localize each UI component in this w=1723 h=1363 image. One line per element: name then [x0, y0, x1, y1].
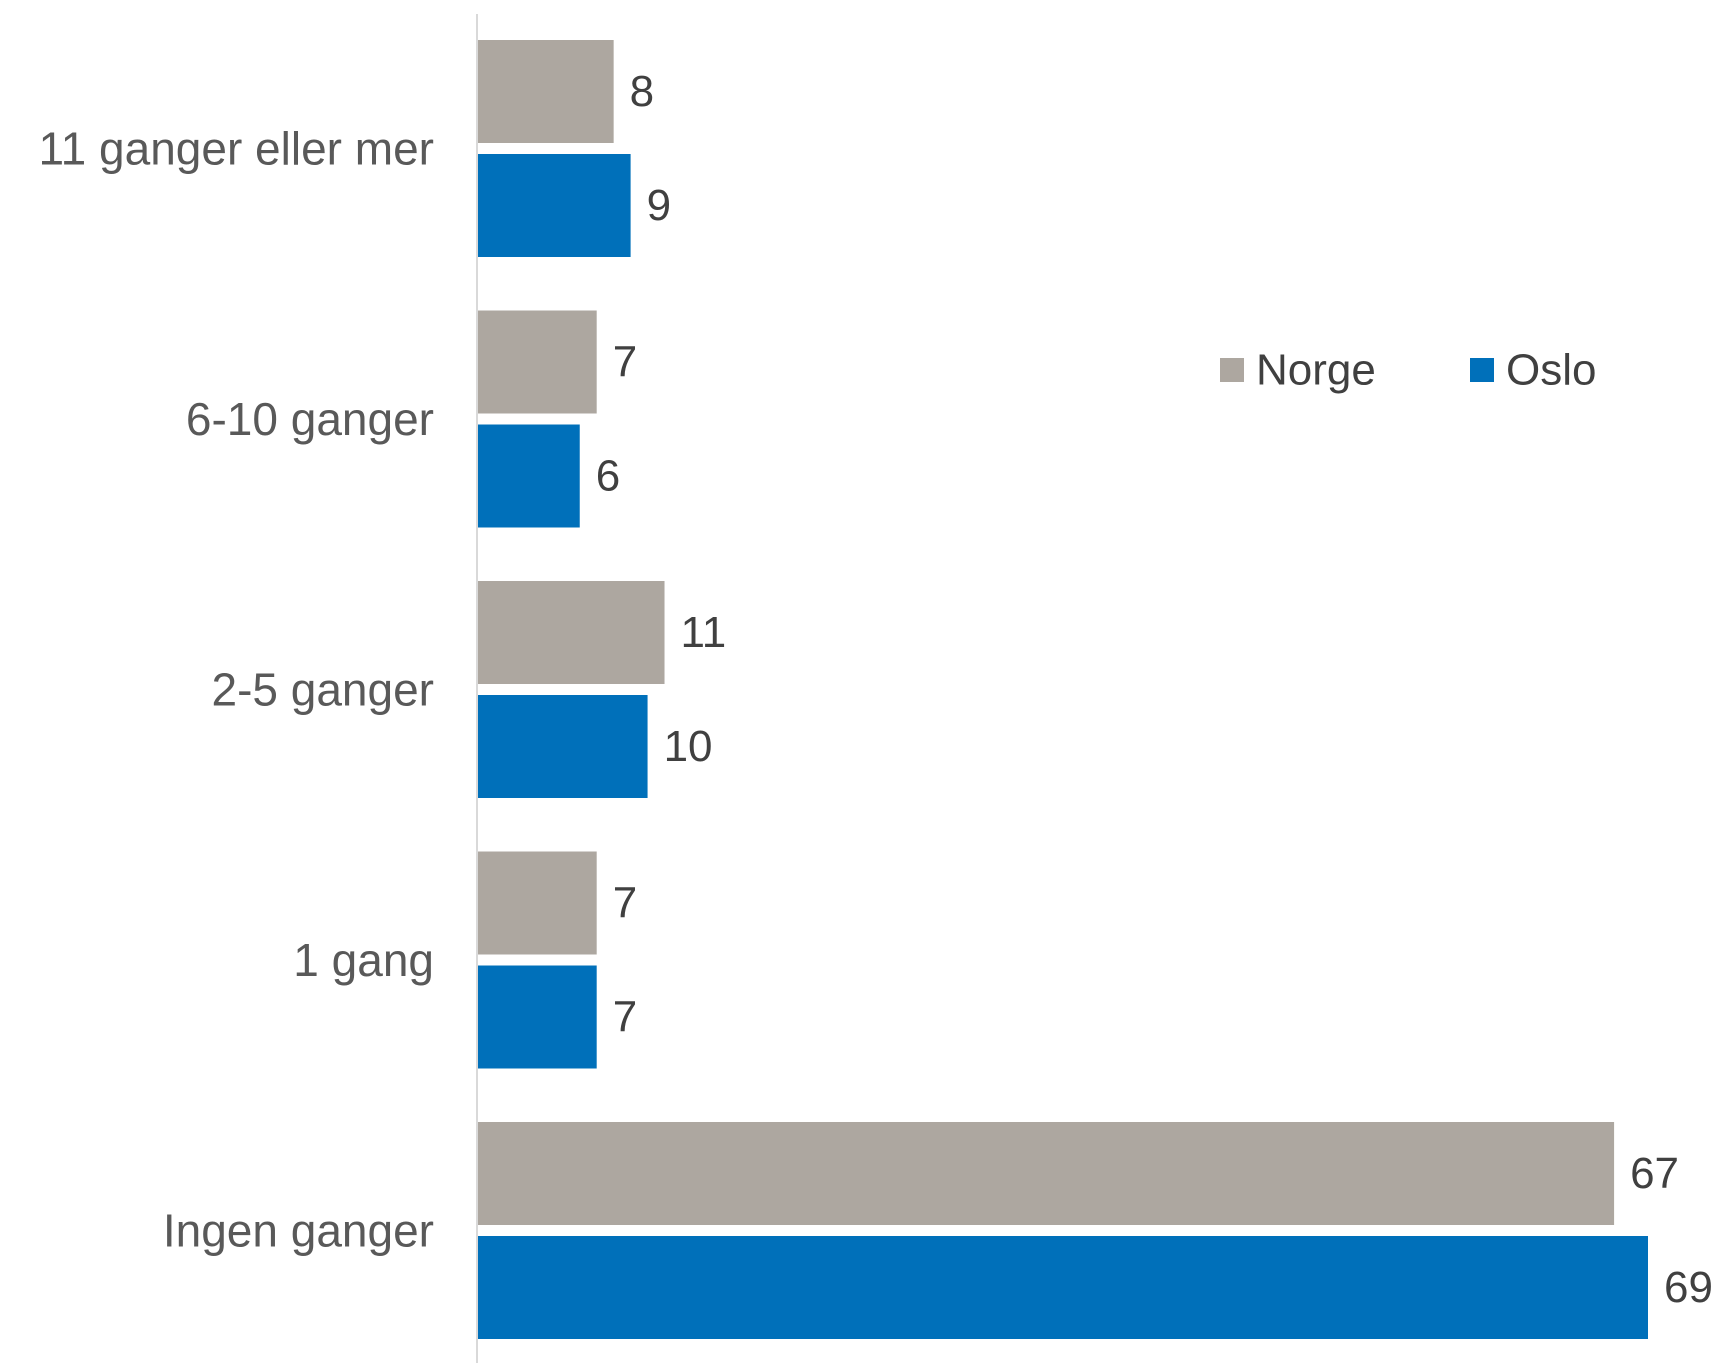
legend-swatch-oslo — [1470, 358, 1494, 382]
category-label-1-gang: 1 gang — [293, 934, 434, 986]
bar-norge-ingen-ganger — [478, 1122, 1615, 1225]
bar-oslo-2-5-ganger — [478, 695, 648, 798]
data-label-oslo-1-gang: 7 — [613, 993, 637, 1042]
bar-norge-2-5-ganger — [478, 581, 665, 684]
data-label-oslo-6-10-ganger: 6 — [596, 452, 620, 501]
category-label-11-ganger-eller-mer: 11 ganger eller mer — [39, 123, 434, 175]
bar-norge-11-ganger-eller-mer — [478, 40, 614, 143]
legend-label-oslo: Oslo — [1506, 346, 1596, 395]
bar-oslo-1-gang — [478, 965, 597, 1069]
category-label-6-10-ganger: 6-10 ganger — [186, 393, 434, 445]
bar-norge-6-10-ganger — [478, 310, 597, 414]
data-label-oslo-2-5-ganger: 10 — [664, 722, 713, 771]
category-label-ingen-ganger: Ingen ganger — [163, 1205, 434, 1257]
data-label-norge-2-5-ganger: 11 — [681, 608, 727, 657]
bar-oslo-11-ganger-eller-mer — [478, 154, 631, 257]
category-label-2-5-ganger: 2-5 ganger — [212, 664, 435, 716]
data-label-norge-ingen-ganger: 67 — [1630, 1149, 1679, 1198]
legend-label-norge: Norge — [1256, 346, 1376, 395]
bar-norge-1-gang — [478, 851, 597, 955]
data-label-oslo-11-ganger-eller-mer: 9 — [647, 181, 671, 230]
data-label-norge-6-10-ganger: 7 — [613, 338, 637, 387]
data-label-norge-1-gang: 7 — [613, 879, 637, 928]
legend: Norge Oslo — [1220, 346, 1596, 395]
bar-oslo-ingen-ganger — [478, 1236, 1648, 1339]
data-label-oslo-ingen-ganger: 69 — [1664, 1263, 1713, 1312]
data-label-norge-11-ganger-eller-mer: 8 — [630, 67, 654, 116]
legend-swatch-norge — [1220, 358, 1244, 382]
bar-oslo-6-10-ganger — [478, 424, 580, 528]
